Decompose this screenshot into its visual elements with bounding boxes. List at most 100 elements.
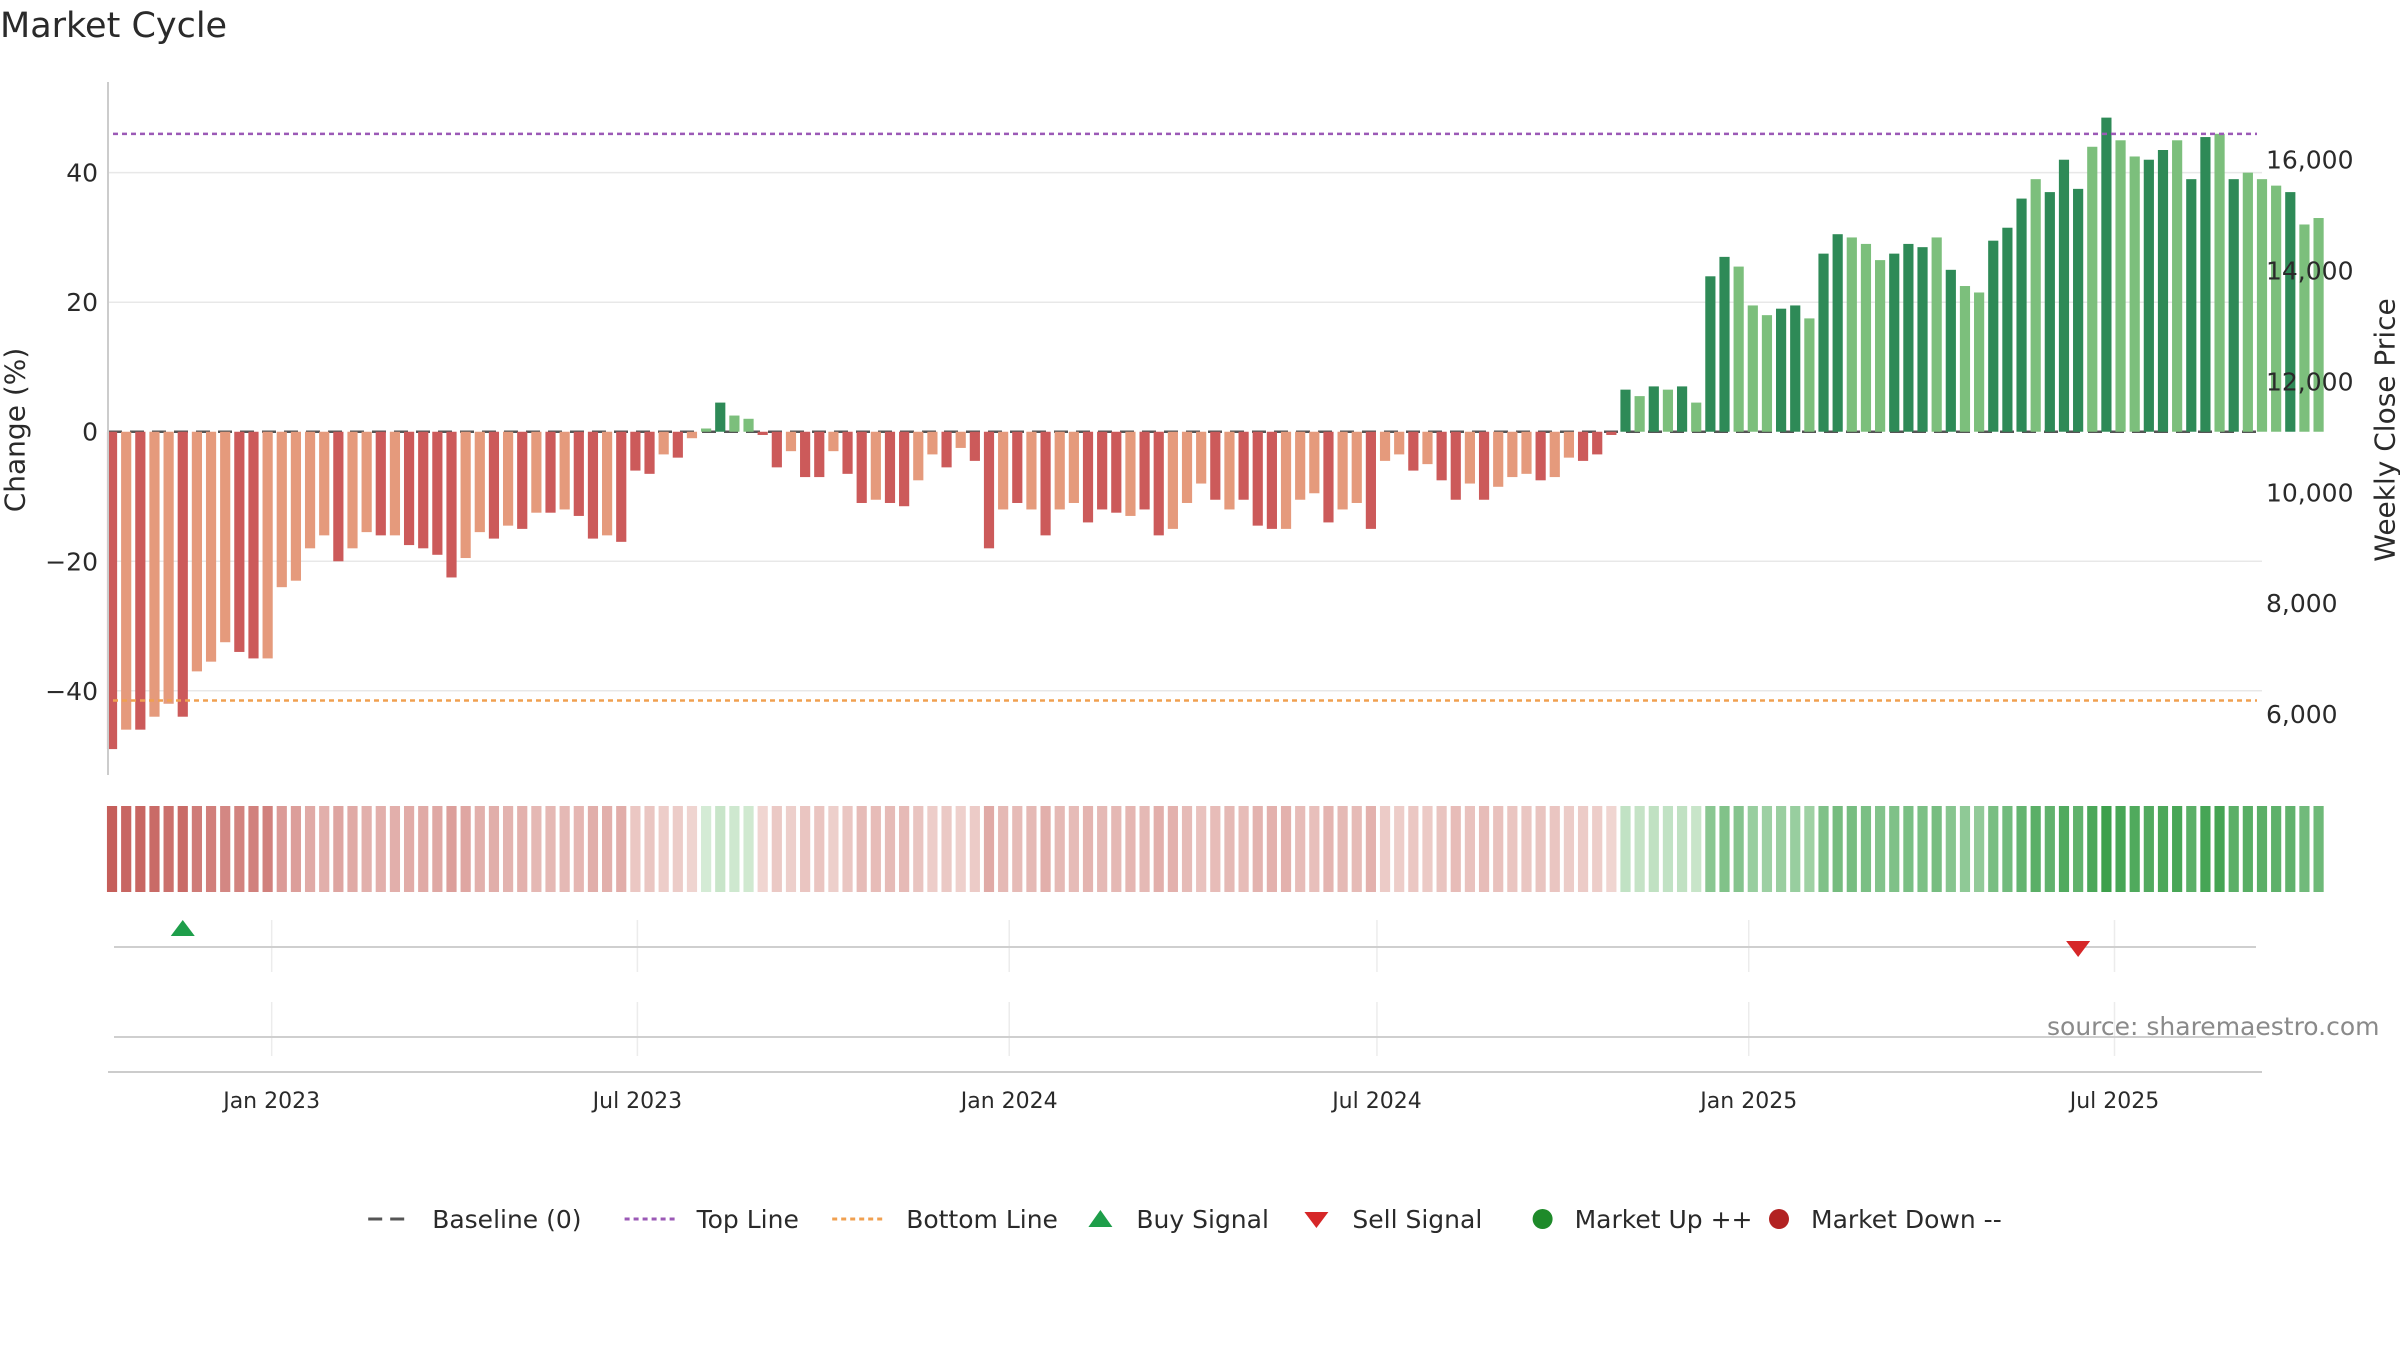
legend-label: Sell Signal — [1352, 1205, 1482, 1234]
bar — [1478, 431, 1490, 500]
bar — [587, 431, 599, 539]
bar — [304, 431, 316, 549]
heat-cell — [2016, 806, 2027, 892]
gridlines — [108, 171, 2262, 692]
bar — [121, 431, 132, 730]
bar — [1040, 431, 1051, 536]
bar — [743, 418, 754, 432]
bar — [1974, 292, 1985, 432]
bar — [2200, 137, 2211, 432]
heat-cell — [290, 806, 302, 892]
heat-cell — [870, 806, 881, 892]
heat-cell — [573, 806, 584, 892]
heat-cell — [205, 806, 217, 892]
heat-cell — [1054, 806, 1065, 892]
bar — [1181, 431, 1193, 503]
heat-cell — [2172, 806, 2183, 892]
bar — [983, 431, 995, 549]
bar — [1337, 431, 1348, 510]
heat-cell — [446, 806, 457, 892]
heat-cell — [2002, 806, 2013, 892]
heat-cell — [1733, 806, 1744, 892]
heat-strip — [106, 806, 2324, 892]
bar — [1097, 431, 1108, 510]
bar — [2256, 179, 2268, 432]
bar — [1790, 305, 1801, 432]
heat-cell — [163, 806, 174, 892]
heat-cell — [1705, 806, 1716, 892]
heat-cell — [1761, 806, 1773, 892]
bar — [1507, 431, 1518, 478]
bar — [573, 431, 584, 516]
bar — [1549, 431, 1560, 478]
triangle-down-icon — [1304, 1212, 1329, 1228]
bar — [2143, 159, 2154, 432]
heat-cell — [686, 806, 698, 892]
y-tick-label-right: 16,000 — [2266, 146, 2353, 175]
heat-cell — [1634, 806, 1645, 892]
bar — [1167, 431, 1178, 529]
heat-cell — [2242, 806, 2253, 892]
bar — [899, 431, 910, 507]
y-axis-right-ticks: 16,000 14,000 12,000 10,000 8,000 6,000 — [2266, 146, 2353, 729]
bar — [842, 431, 853, 474]
heat-cell — [1408, 806, 1419, 892]
heat-cell — [785, 806, 797, 892]
heat-cell — [1903, 806, 1914, 892]
bar — [446, 431, 457, 578]
bar-series — [106, 117, 2324, 750]
heat-cell — [1875, 806, 1886, 892]
heat-cell — [347, 806, 358, 892]
legend: Baseline (0) Top Line Bottom Line Buy Signa… — [368, 1205, 2002, 1234]
bar — [1280, 431, 1292, 529]
legend-label: Buy Signal — [1136, 1205, 1269, 1234]
bar — [135, 431, 146, 730]
bar — [2087, 146, 2098, 432]
bar — [559, 431, 570, 510]
heat-cell — [2143, 806, 2154, 892]
bar — [771, 431, 782, 468]
heat-cell — [1224, 806, 1235, 892]
bar — [1903, 243, 1914, 432]
y-axis-left-ticks: 40 20 0 −20 −40 — [45, 159, 98, 706]
heat-cell — [1012, 806, 1023, 892]
bar — [106, 431, 118, 750]
bar — [2271, 185, 2282, 432]
bar — [1832, 234, 1843, 432]
heat-cell — [234, 806, 245, 892]
bar — [1252, 431, 1263, 526]
buy-signal-marker — [170, 920, 195, 936]
bar — [290, 431, 302, 581]
heat-cell — [1337, 806, 1348, 892]
heat-cell — [2228, 806, 2239, 892]
bar — [1309, 431, 1320, 494]
heat-cell — [1846, 806, 1857, 892]
heat-cell — [2087, 806, 2098, 892]
heat-cell — [1535, 806, 1546, 892]
legend-item: Market Down -- — [1769, 1205, 2002, 1234]
x-tick-label: Jan 2023 — [221, 1089, 320, 1114]
heat-cell — [715, 806, 726, 892]
bar — [248, 431, 259, 659]
heat-cell — [644, 806, 655, 892]
legend-label: Top Line — [696, 1205, 799, 1234]
bar — [177, 431, 188, 717]
heat-cell — [1719, 806, 1730, 892]
legend-label: Bottom Line — [906, 1205, 1058, 1234]
sell-signal-marker — [2066, 941, 2091, 957]
bar — [1068, 431, 1079, 503]
bar — [375, 431, 386, 536]
bar — [672, 431, 683, 458]
circle-icon — [1769, 1209, 1789, 1229]
bar — [205, 431, 217, 662]
bar — [969, 431, 980, 461]
bar — [2214, 133, 2225, 432]
x-tick-label: Jul 2024 — [1330, 1089, 1422, 1114]
bar — [715, 402, 726, 432]
heat-cell — [389, 806, 401, 892]
y-tick-label-left: −20 — [45, 547, 98, 576]
heat-cell — [1563, 806, 1575, 892]
bar — [1606, 431, 1617, 435]
legend-item: Top Line — [624, 1205, 799, 1234]
bar — [2228, 179, 2239, 432]
